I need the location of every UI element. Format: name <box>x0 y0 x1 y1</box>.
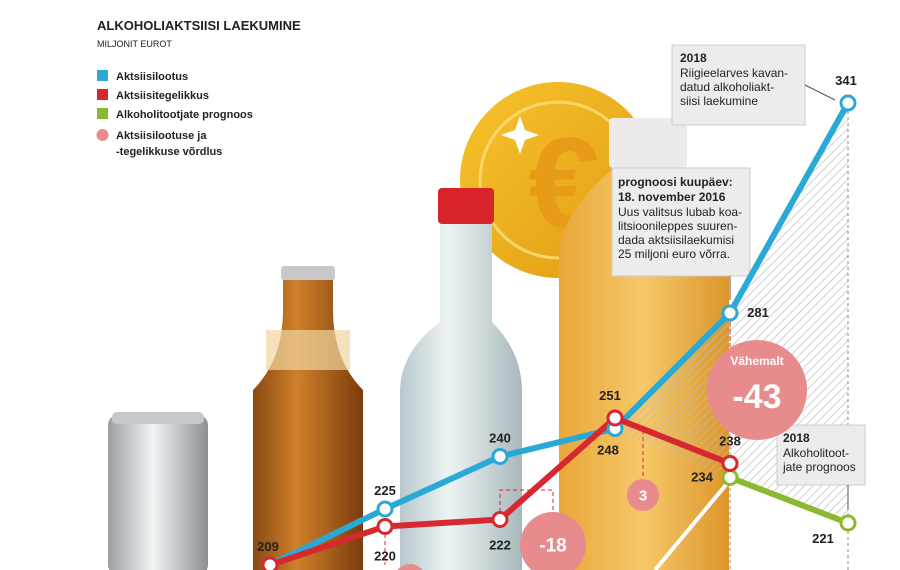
legend-label: Aktsiisitegelikkus <box>116 90 209 102</box>
annotation-text: jate prognoos <box>782 460 856 474</box>
annotation-text: litsioonileppes suuren- <box>618 219 737 233</box>
data-label: 281 <box>747 305 769 320</box>
legend-swatch <box>97 70 108 81</box>
annotation-text: Uus valitsus lubab koa- <box>618 205 742 219</box>
legend-swatch <box>97 108 108 119</box>
annotation-title: 2018 <box>680 51 707 65</box>
line <box>728 474 850 526</box>
annotation-text: Riigieelarves kavan- <box>680 66 788 80</box>
data-label: 234 <box>691 470 713 485</box>
point <box>721 304 739 322</box>
data-label: 240 <box>489 431 511 446</box>
annotation-text: siisi laekumine <box>680 94 758 108</box>
comparison-value: -18 <box>539 536 566 557</box>
chart-subtitle: MILJONIT EUROT <box>97 39 172 49</box>
annotation-title: prognoosi kuupäev: <box>618 175 733 189</box>
annotation-text: 25 miljoni euro võrra. <box>618 247 730 261</box>
point <box>261 556 279 570</box>
legend-swatch <box>96 129 109 141</box>
legend-label: Aktsiisilootuse ja <box>116 130 207 142</box>
annotation-title: 2018 <box>783 431 810 445</box>
point <box>491 448 509 465</box>
data-label: 251 <box>599 388 621 403</box>
legend-label: Aktsiisilootus <box>116 71 188 83</box>
annotation-text: Alkoholitoot- <box>783 446 849 460</box>
chart-title: ALKOHOLIAKTSIISI LAEKUMINE <box>97 18 301 33</box>
data-label: 222 <box>489 538 511 553</box>
comparison-circle <box>627 479 659 511</box>
point <box>721 455 739 472</box>
data-label: 220 <box>374 549 396 564</box>
legend-label: Alkoholitootjate prognoos <box>116 109 253 121</box>
point <box>839 514 857 532</box>
line <box>268 101 851 568</box>
legend-swatch <box>97 89 108 100</box>
point <box>376 518 394 535</box>
data-label: 248 <box>597 443 619 458</box>
point <box>491 511 509 528</box>
comparison-circle <box>520 512 586 570</box>
comparison-circle <box>707 340 807 440</box>
data-label: 221 <box>812 531 834 546</box>
legend-label: -tegelikkuse võrdlus <box>116 146 222 158</box>
data-label: 341 <box>835 73 857 88</box>
annotation-text: datud alkoholiakt- <box>680 80 774 94</box>
data-label: 238 <box>719 434 741 449</box>
annotation-text: dada aktsiisilaekumisi <box>618 233 734 247</box>
annotation-title: 18. november 2016 <box>618 190 726 204</box>
point <box>839 94 857 112</box>
comparison-value: -43 <box>732 378 781 416</box>
point <box>721 469 739 486</box>
comparison-label: Vähemalt <box>730 354 783 368</box>
point <box>606 409 624 427</box>
data-label: 209 <box>257 539 279 554</box>
data-label: 225 <box>374 483 396 498</box>
annotation-boxes <box>611 44 866 510</box>
point <box>376 500 394 518</box>
comparison-value: 3 <box>639 487 647 504</box>
